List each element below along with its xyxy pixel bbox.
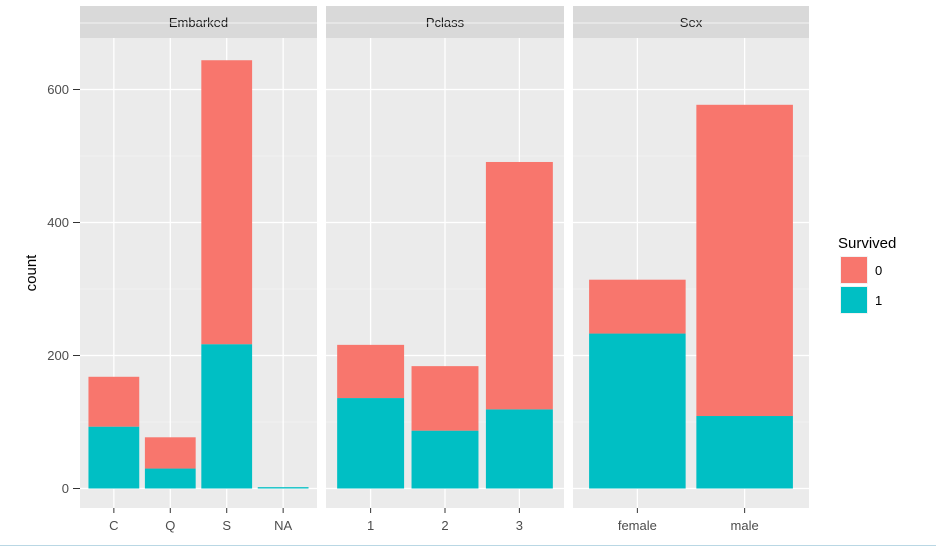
x-tick-label: female — [618, 518, 657, 533]
legend-title: Survived — [838, 235, 896, 252]
bar-segment-survived-0 — [144, 437, 196, 469]
bar-segment-survived-0 — [696, 104, 793, 417]
bar-segment-survived-1 — [589, 333, 686, 489]
x-tick-label: 3 — [516, 518, 523, 533]
y-tick-label: 600 — [47, 82, 69, 97]
x-tick-label: C — [109, 518, 118, 533]
y-tick-label: 0 — [62, 481, 69, 496]
bar-segment-survived-0 — [411, 366, 479, 431]
x-tick-label: male — [731, 518, 759, 533]
x-tick-label: NA — [274, 518, 292, 533]
facet-strip — [326, 6, 564, 38]
bar-segment-survived-0 — [88, 376, 140, 427]
bar-segment-survived-0 — [201, 60, 253, 345]
facet-strip — [573, 6, 809, 38]
y-axis-label: count — [23, 254, 40, 292]
y-tick-label: 200 — [47, 348, 69, 363]
bar-segment-survived-1 — [257, 487, 309, 489]
facet-strip — [80, 6, 317, 38]
bar-segment-survived-0 — [485, 161, 553, 410]
bar-segment-survived-1 — [144, 468, 196, 489]
legend-key-swatch — [841, 257, 867, 283]
x-tick-label: 2 — [441, 518, 448, 533]
bar-segment-survived-0 — [337, 344, 405, 399]
legend-entry-label: 1 — [875, 293, 882, 308]
window-bottom-border — [0, 545, 936, 546]
y-tick-label: 400 — [47, 215, 69, 230]
bar-segment-survived-1 — [201, 344, 253, 489]
legend-key-swatch — [841, 287, 867, 313]
x-tick-label: S — [222, 518, 231, 533]
bar-segment-survived-1 — [88, 426, 140, 489]
bar-segment-survived-1 — [337, 398, 405, 489]
bar-segment-survived-0 — [589, 279, 686, 334]
bar-segment-survived-1 — [696, 416, 793, 489]
bar-segment-survived-1 — [411, 430, 479, 489]
x-tick-label: 1 — [367, 518, 374, 533]
bar-segment-survived-1 — [485, 409, 553, 489]
x-tick-label: Q — [165, 518, 175, 533]
legend-entry-label: 0 — [875, 263, 882, 278]
